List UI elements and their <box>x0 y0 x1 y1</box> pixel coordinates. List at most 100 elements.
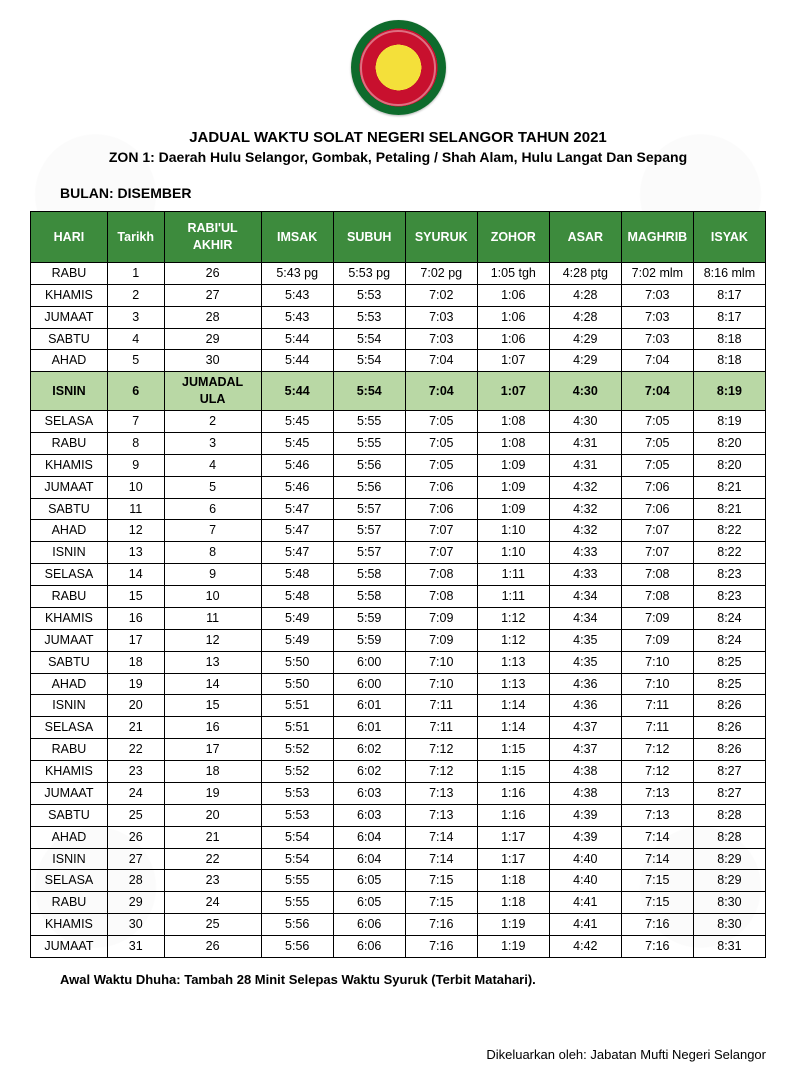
table-cell: 10 <box>107 476 164 498</box>
table-cell: 7:07 <box>621 542 693 564</box>
table-cell: 5:57 <box>333 520 405 542</box>
table-cell: 4:41 <box>549 914 621 936</box>
table-cell: 4:42 <box>549 936 621 958</box>
table-cell: 5:53 <box>333 284 405 306</box>
table-cell: 1:10 <box>477 520 549 542</box>
table-cell: 21 <box>164 826 261 848</box>
table-cell: 5:48 <box>261 586 333 608</box>
table-cell: KHAMIS <box>31 454 108 476</box>
document-title: JADUAL WAKTU SOLAT NEGERI SELANGOR TAHUN… <box>30 128 766 148</box>
table-cell: 4 <box>107 328 164 350</box>
table-cell: 8 <box>164 542 261 564</box>
table-cell: 6:01 <box>333 717 405 739</box>
table-cell: 4:31 <box>549 454 621 476</box>
table-cell: 4:34 <box>549 586 621 608</box>
table-cell: 5:44 <box>261 350 333 372</box>
table-cell: 7:04 <box>621 372 693 411</box>
table-cell: 8:28 <box>693 826 765 848</box>
table-cell: 1:06 <box>477 328 549 350</box>
table-cell: 7:15 <box>405 892 477 914</box>
table-row: SABTU18135:506:007:101:134:357:108:25 <box>31 651 766 673</box>
table-cell: JUMAAT <box>31 306 108 328</box>
table-cell: 5:49 <box>261 607 333 629</box>
table-cell: 1:17 <box>477 826 549 848</box>
table-row: AHAD5305:445:547:041:074:297:048:18 <box>31 350 766 372</box>
table-cell: 5:53 <box>261 804 333 826</box>
table-cell: 7:05 <box>405 432 477 454</box>
table-cell: 8:31 <box>693 936 765 958</box>
table-cell: 7:06 <box>405 476 477 498</box>
table-cell: 7:13 <box>621 804 693 826</box>
table-cell: 23 <box>164 870 261 892</box>
table-cell: 4:29 <box>549 350 621 372</box>
table-cell: SABTU <box>31 328 108 350</box>
table-cell: 5:55 <box>261 892 333 914</box>
table-cell: 1 <box>107 262 164 284</box>
table-row: SELASA21165:516:017:111:144:377:118:26 <box>31 717 766 739</box>
issuer-line: Dikeluarkan oleh: Jabatan Mufti Negeri S… <box>30 1047 766 1062</box>
table-cell: 7:14 <box>405 826 477 848</box>
table-cell: 4:35 <box>549 629 621 651</box>
table-cell: 7:15 <box>621 892 693 914</box>
table-cell: 7:15 <box>621 870 693 892</box>
table-cell: SELASA <box>31 564 108 586</box>
table-cell: 7:10 <box>405 651 477 673</box>
table-cell: AHAD <box>31 673 108 695</box>
table-cell: 8:23 <box>693 586 765 608</box>
table-cell: 1:13 <box>477 651 549 673</box>
table-cell: 8:26 <box>693 695 765 717</box>
table-cell: 7:06 <box>621 476 693 498</box>
table-row: JUMAAT1055:465:567:061:094:327:068:21 <box>31 476 766 498</box>
table-cell: 7:05 <box>405 411 477 433</box>
table-cell: 27 <box>164 284 261 306</box>
table-cell: 5:53 <box>333 306 405 328</box>
table-cell: 8:29 <box>693 848 765 870</box>
table-cell: 7:08 <box>405 586 477 608</box>
table-cell: 20 <box>164 804 261 826</box>
table-cell: 7:04 <box>621 350 693 372</box>
table-cell: 7:02 mlm <box>621 262 693 284</box>
table-cell: 8:17 <box>693 284 765 306</box>
table-cell: 5:57 <box>333 542 405 564</box>
column-header: SYURUK <box>405 212 477 263</box>
table-cell: 7:08 <box>621 564 693 586</box>
table-cell: 7:05 <box>621 432 693 454</box>
table-cell: 5:54 <box>333 372 405 411</box>
table-cell: 14 <box>107 564 164 586</box>
zone-subtitle: ZON 1: Daerah Hulu Selangor, Gombak, Pet… <box>30 148 766 167</box>
table-cell: 1:08 <box>477 411 549 433</box>
table-cell: 7:11 <box>405 695 477 717</box>
table-cell: 7:08 <box>621 586 693 608</box>
table-cell: 1:19 <box>477 914 549 936</box>
table-cell: 4:40 <box>549 870 621 892</box>
table-cell: 8:19 <box>693 411 765 433</box>
table-cell: 6 <box>107 372 164 411</box>
table-row: SABTU1165:475:577:061:094:327:068:21 <box>31 498 766 520</box>
table-cell: 5:57 <box>333 498 405 520</box>
title-block: JADUAL WAKTU SOLAT NEGERI SELANGOR TAHUN… <box>30 128 766 167</box>
table-row: AHAD26215:546:047:141:174:397:148:28 <box>31 826 766 848</box>
table-cell: 4:40 <box>549 848 621 870</box>
table-cell: SABTU <box>31 804 108 826</box>
table-cell: 5:56 <box>261 914 333 936</box>
table-row: KHAMIS30255:566:067:161:194:417:168:30 <box>31 914 766 936</box>
table-cell: 4:30 <box>549 372 621 411</box>
table-cell: 6:00 <box>333 651 405 673</box>
table-cell: 4:28 <box>549 306 621 328</box>
table-cell: 5:49 <box>261 629 333 651</box>
table-cell: 1:17 <box>477 848 549 870</box>
table-cell: 22 <box>164 848 261 870</box>
table-cell: 29 <box>107 892 164 914</box>
table-cell: 8:18 <box>693 328 765 350</box>
table-row: KHAMIS23185:526:027:121:154:387:128:27 <box>31 761 766 783</box>
table-cell: 5:47 <box>261 542 333 564</box>
table-cell: 7:03 <box>405 328 477 350</box>
logo-container <box>30 20 766 118</box>
table-cell: 7:15 <box>405 870 477 892</box>
table-cell: 7:09 <box>405 607 477 629</box>
table-cell: 6:04 <box>333 826 405 848</box>
table-cell: 1:14 <box>477 717 549 739</box>
table-cell: 8:25 <box>693 673 765 695</box>
table-cell: 4:29 <box>549 328 621 350</box>
table-cell: 5:58 <box>333 586 405 608</box>
